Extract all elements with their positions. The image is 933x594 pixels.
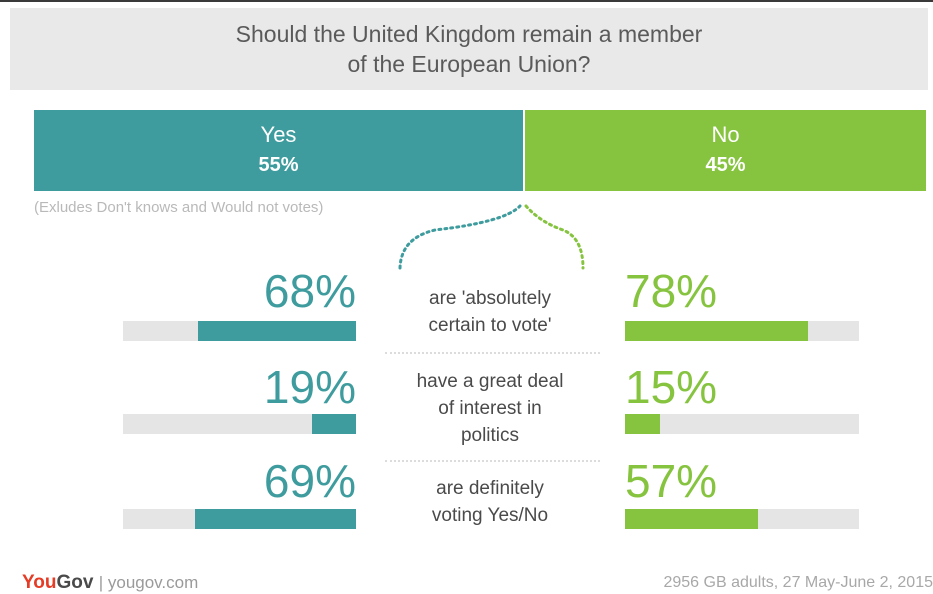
exclusion-note: (Exludes Don't knows and Would not votes… bbox=[34, 199, 324, 216]
no-result-bar: No 45% bbox=[525, 110, 926, 191]
no-result-label: No bbox=[711, 122, 740, 147]
bracket-left bbox=[398, 204, 522, 270]
yes-bar bbox=[197, 321, 356, 341]
statement-label: have a great deal of interest in politic… bbox=[416, 371, 564, 446]
no-percent-label: 57% bbox=[625, 455, 718, 507]
statement-label: are definitely voting Yes/No bbox=[431, 478, 549, 526]
brand-url: | yougov.com bbox=[98, 573, 199, 592]
bracket-right bbox=[524, 204, 585, 270]
brand-gov: Gov bbox=[56, 572, 94, 593]
no-bar-track bbox=[625, 509, 859, 529]
yes-percent-label: 68% bbox=[263, 265, 356, 317]
title-banner: Should the United Kingdom remain a membe… bbox=[10, 8, 928, 90]
no-result-value: 45% bbox=[705, 154, 746, 176]
source-note: 2956 GB adults, 27 May-June 2, 2015 bbox=[663, 574, 933, 591]
no-bar bbox=[625, 414, 661, 434]
yes-bar-track bbox=[123, 321, 356, 341]
yes-result-label: Yes bbox=[260, 122, 297, 147]
no-percent-label: 15% bbox=[625, 361, 718, 413]
yes-result-value: 55% bbox=[258, 154, 299, 176]
yes-bar-track bbox=[123, 509, 356, 529]
yes-result-bar: Yes 55% bbox=[34, 110, 523, 191]
no-percent-label: 78% bbox=[625, 265, 718, 317]
yes-bar-track bbox=[123, 414, 356, 434]
yes-bar bbox=[195, 509, 356, 529]
yes-bar bbox=[311, 414, 356, 434]
no-bar-track bbox=[625, 414, 859, 434]
chart-title: Should the United Kingdom remain a membe… bbox=[235, 21, 703, 77]
no-bar bbox=[625, 321, 808, 341]
row-divider bbox=[385, 460, 600, 462]
brand-you: You bbox=[22, 572, 57, 593]
statement-label: are 'absolutely certain to vote' bbox=[428, 288, 552, 336]
yes-percent-label: 69% bbox=[263, 455, 356, 507]
no-bar-track bbox=[625, 321, 859, 341]
no-bar bbox=[625, 509, 759, 529]
row-divider bbox=[385, 352, 600, 354]
yes-percent-label: 19% bbox=[263, 361, 356, 413]
yougov-logo: YouGov | yougov.com bbox=[22, 572, 198, 594]
top-border bbox=[0, 0, 933, 2]
